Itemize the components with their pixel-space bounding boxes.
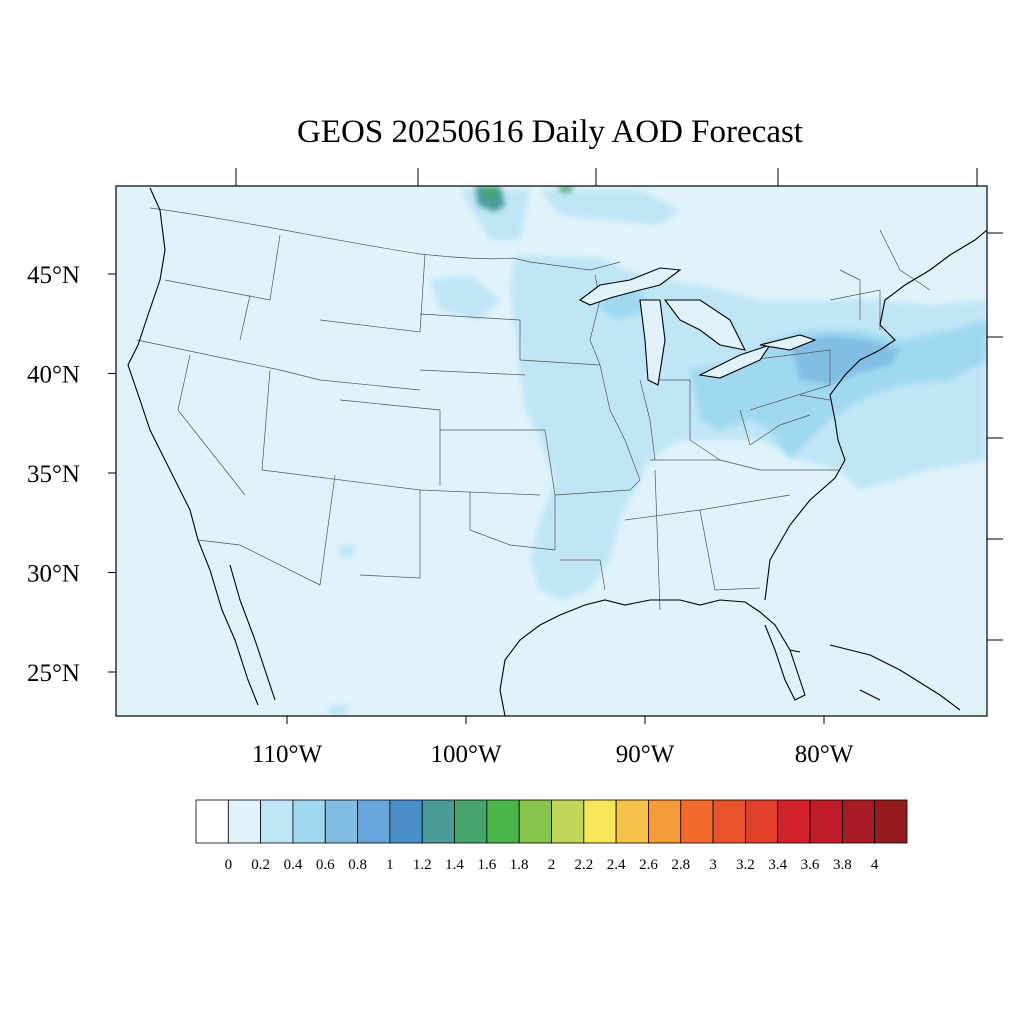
- lat-label: 40°N: [27, 362, 80, 389]
- colorbar-label: 3.6: [801, 857, 820, 873]
- longitude-labels: 110°W 100°W 90°W 80°W: [252, 741, 854, 768]
- colorbar-swatch: [292, 799, 326, 844]
- colorbar-label: 0.2: [251, 857, 270, 873]
- state-boundaries: [136, 207, 931, 611]
- colorbar-label: 4: [871, 857, 879, 873]
- colorbar-label: 0.6: [316, 857, 335, 873]
- colorbar-label: 3: [709, 857, 717, 873]
- colorbar-swatch: [712, 799, 746, 844]
- colorbar-swatch: [841, 799, 876, 844]
- colorbar-label: 2.8: [671, 857, 690, 873]
- colorbar-swatch: [745, 799, 779, 844]
- colorbar: [195, 799, 908, 844]
- colorbar-swatch: [874, 799, 908, 844]
- colorbar-swatch: [260, 799, 294, 844]
- lon-label: 110°W: [252, 741, 323, 768]
- map-frame: [115, 185, 988, 717]
- lat-label: 30°N: [27, 561, 80, 588]
- lon-label: 90°W: [616, 741, 675, 768]
- map-panel: [116, 186, 987, 716]
- colorbar-label: 0.8: [348, 857, 367, 873]
- aod-field-high: [475, 186, 575, 212]
- colorbar-label: 3.4: [768, 857, 787, 873]
- colorbar-label: 2.6: [639, 857, 658, 873]
- colorbar-swatch: [195, 799, 229, 844]
- colorbar-label: 2: [548, 857, 556, 873]
- colorbar-swatch: [324, 799, 358, 844]
- colorbar-swatch: [615, 799, 649, 844]
- colorbar-label: 0: [225, 857, 233, 873]
- colorbar-swatch: [809, 799, 843, 844]
- colorbar-swatch: [421, 799, 455, 844]
- colorbar-swatch: [389, 799, 423, 844]
- colorbar-label: 1.6: [477, 857, 496, 873]
- colorbar-swatch: [227, 799, 262, 844]
- lon-label: 80°W: [795, 741, 854, 768]
- coastlines: [127, 187, 987, 716]
- colorbar-label: 1.2: [413, 857, 432, 873]
- colorbar-swatch: [518, 799, 552, 844]
- map-title: GEOS 20250616 Daily AOD Forecast: [297, 114, 803, 150]
- colorbar-label: 2.4: [607, 857, 626, 873]
- colorbar-labels: 0 0.2 0.4 0.6 0.8 1 1.2 1.4 1.6 1.8 2 2.2 2.4 2.6 2.8 3…: [225, 857, 879, 873]
- colorbar-swatch: [486, 799, 520, 844]
- colorbar-swatch: [648, 799, 682, 844]
- colorbar-swatch: [551, 799, 585, 844]
- colorbar-label: 1: [386, 857, 394, 873]
- colorbar-label: 0.4: [284, 857, 303, 873]
- colorbar-label: 3.2: [736, 857, 755, 873]
- lon-label: 100°W: [430, 741, 501, 768]
- colorbar-label: 2.2: [574, 857, 593, 873]
- latitude-labels: 45°N 40°N 35°N 30°N 25°N: [27, 262, 80, 687]
- colorbar-swatch: [680, 799, 714, 844]
- lat-label: 35°N: [27, 461, 80, 488]
- colorbar-swatch: [583, 799, 617, 844]
- colorbar-swatch: [777, 799, 811, 844]
- colorbar-label: 3.8: [833, 857, 852, 873]
- colorbar-label: 1.4: [445, 857, 464, 873]
- map-ticks: [108, 168, 1003, 724]
- lat-label: 45°N: [27, 262, 80, 289]
- aod-field-0.6-0.8: [790, 335, 900, 385]
- lat-label: 25°N: [27, 660, 80, 687]
- colorbar-swatch: [357, 799, 391, 844]
- colorbar-label: 1.8: [510, 857, 529, 873]
- colorbar-swatch: [454, 799, 488, 844]
